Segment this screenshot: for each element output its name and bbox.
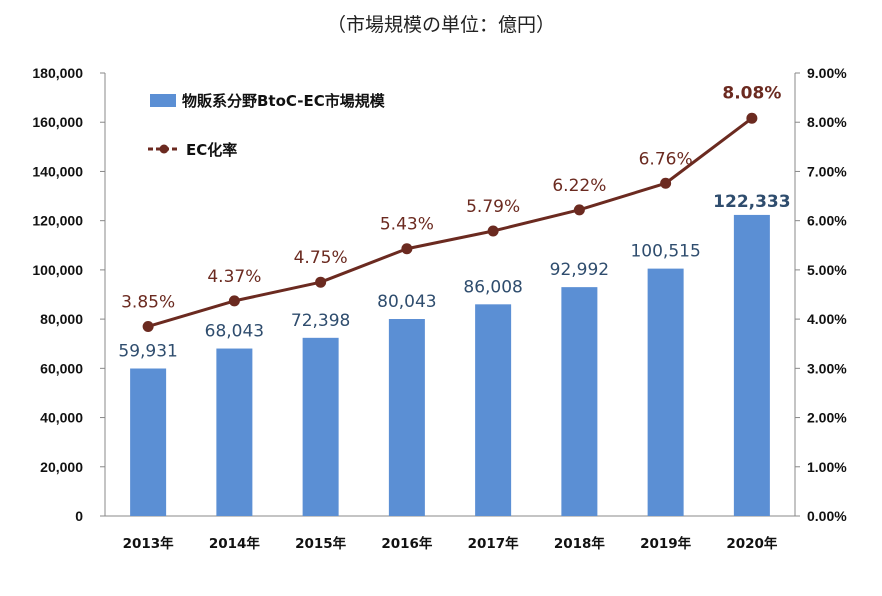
x-category-label: 2016年	[381, 535, 433, 552]
ec-rate-point	[573, 204, 585, 216]
bar	[130, 368, 167, 516]
bar-value-label: 80,043	[377, 292, 436, 312]
bar	[388, 319, 425, 516]
ec-rate-point	[401, 243, 413, 255]
x-category-label: 2013年	[123, 535, 175, 552]
y-right-tick-label: 7.00%	[807, 163, 847, 179]
y-right-tick-label: 5.00%	[807, 262, 847, 278]
ec-rate-label: 8.08%	[722, 83, 781, 103]
ec-rate-point	[315, 276, 327, 288]
y-right-tick-label: 0.00%	[807, 508, 847, 524]
y-left-tick-label: 100,000	[32, 262, 83, 278]
bar-value-label: 100,515	[630, 242, 700, 262]
ec-rate-point	[228, 295, 240, 307]
y-right-tick-label: 4.00%	[807, 311, 847, 327]
y-left-tick-label: 120,000	[32, 213, 83, 229]
ec-rate-label: 4.37%	[207, 267, 261, 287]
bar-value-label: 122,333	[713, 192, 790, 212]
bar-value-label: 86,008	[463, 277, 522, 297]
bar-value-label: 68,043	[205, 322, 264, 342]
bar	[733, 214, 770, 516]
ec-rate-label: 4.75%	[294, 248, 348, 268]
legend-bar-swatch	[150, 94, 176, 107]
bar	[302, 337, 339, 516]
bar	[216, 348, 253, 516]
chart-caption: （市場規模の単位：億円）	[326, 14, 555, 36]
y-left-tick-label: 40,000	[40, 410, 83, 426]
ec-rate-label: 6.76%	[639, 149, 693, 169]
y-left-tick-label: 180,000	[32, 65, 83, 81]
x-category-label: 2017年	[468, 535, 520, 552]
y-right-tick-label: 1.00%	[807, 459, 847, 475]
y-left-tick-label: 20,000	[40, 459, 83, 475]
bar	[647, 268, 684, 516]
ec-rate-line	[147, 117, 753, 328]
bar-value-label: 72,398	[291, 311, 350, 331]
y-left-tick-label: 140,000	[32, 163, 83, 179]
x-category-label: 2019年	[640, 535, 692, 552]
legend-line-marker	[159, 144, 169, 154]
y-right-tick-label: 8.00%	[807, 114, 847, 130]
ec-rate-label: 3.85%	[121, 292, 175, 312]
ec-rate-label: 5.43%	[380, 215, 434, 235]
x-category-label: 2014年	[209, 535, 261, 552]
legend-bar-label: 物販系分野BtoC-EC市場規模	[182, 92, 386, 110]
bar	[561, 287, 598, 516]
y-right-tick-label: 3.00%	[807, 360, 847, 376]
y-left-tick-label: 160,000	[32, 114, 83, 130]
ec-rate-point	[142, 320, 154, 332]
y-right-tick-label: 2.00%	[807, 410, 847, 426]
bar-value-label: 59,931	[118, 342, 177, 362]
y-right-tick-label: 6.00%	[807, 213, 847, 229]
ec-rate-point	[746, 112, 758, 124]
x-category-label: 2020年	[726, 535, 778, 552]
y-left-tick-label: 80,000	[40, 311, 83, 327]
bar	[475, 304, 512, 516]
ec-rate-point	[660, 177, 672, 189]
ec-rate-label: 5.79%	[466, 197, 520, 217]
y-left-tick-label: 0	[75, 508, 83, 524]
y-right-tick-label: 9.00%	[807, 65, 847, 81]
ec-rate-label: 6.22%	[552, 176, 606, 196]
bar-value-label: 92,992	[550, 260, 609, 280]
ec-rate-point	[487, 225, 499, 237]
y-left-tick-label: 60,000	[40, 360, 83, 376]
x-category-label: 2018年	[554, 535, 606, 552]
x-category-label: 2015年	[295, 535, 347, 552]
legend-line-label: EC化率	[186, 141, 237, 159]
